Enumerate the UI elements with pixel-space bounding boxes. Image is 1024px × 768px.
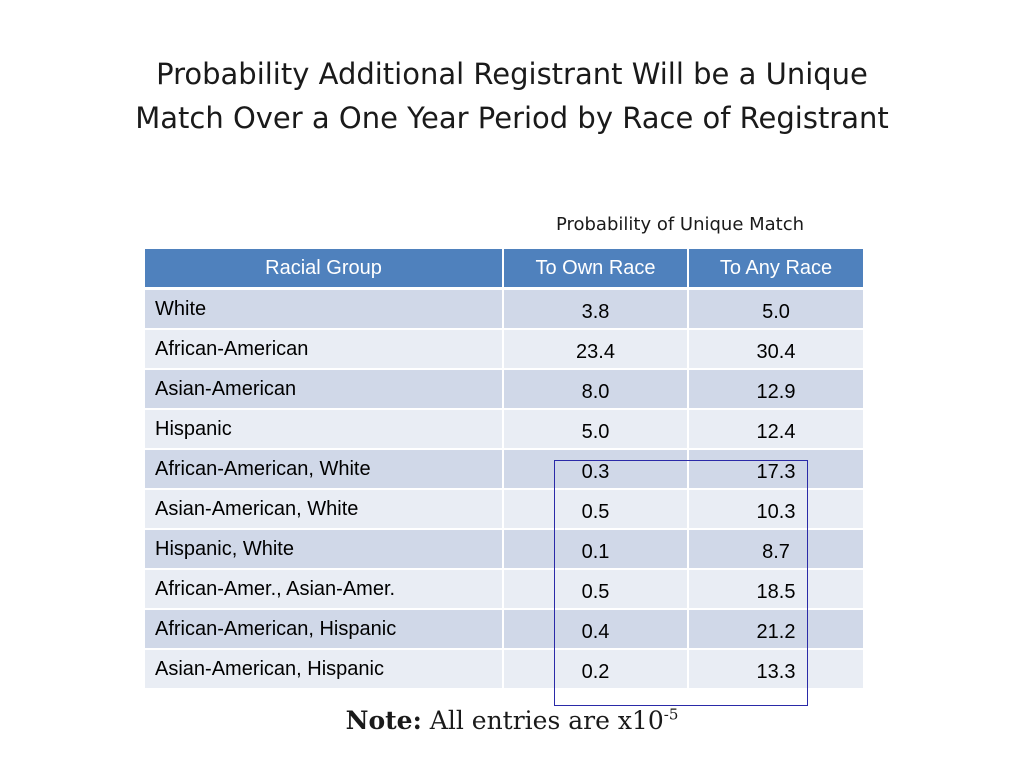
cell-to-any-race: 8.7 [688,528,863,570]
header-to-any-race: To Any Race [688,249,863,290]
table-row: African-American 23.4 30.4 [145,328,863,370]
cell-to-any-race: 17.3 [688,448,863,490]
table-row: Asian-American, Hispanic 0.2 13.3 [145,648,863,690]
probability-table: Racial Group To Own Race To Any Race Whi… [145,249,863,690]
header-to-own-race: To Own Race [503,249,689,290]
cell-racial-group: African-Amer., Asian-Amer. [145,568,504,610]
table-row: Hispanic, White 0.1 8.7 [145,528,863,570]
cell-to-own-race: 8.0 [503,368,689,410]
cell-to-any-race: 12.4 [688,408,863,450]
cell-to-own-race: 5.0 [503,408,689,450]
table-subheading: Probability of Unique Match [555,214,805,235]
table-row: African-American, Hispanic 0.4 21.2 [145,608,863,650]
slide-title: Probability Additional Registrant Will b… [40,52,984,140]
cell-racial-group: Hispanic [145,408,504,450]
cell-to-own-race: 0.5 [503,568,689,610]
cell-to-any-race: 13.3 [688,648,863,690]
cell-racial-group: African-American, Hispanic [145,608,504,650]
table-row: White 3.8 5.0 [145,288,863,330]
cell-racial-group: Asian-American, Hispanic [145,648,504,690]
cell-racial-group: Asian-American, White [145,488,504,530]
cell-to-own-race: 0.1 [503,528,689,570]
cell-to-any-race: 21.2 [688,608,863,650]
note-label: Note: [345,706,422,735]
cell-racial-group: Asian-American [145,368,504,410]
cell-to-own-race: 0.5 [503,488,689,530]
table-row: Hispanic 5.0 12.4 [145,408,863,450]
cell-to-any-race: 10.3 [688,488,863,530]
cell-racial-group: African-American [145,328,504,370]
footnote: Note: All entries are x10-5 [300,706,724,735]
slide-title-line-1: Probability Additional Registrant Will b… [156,57,868,91]
table-row: African-Amer., Asian-Amer. 0.5 18.5 [145,568,863,610]
cell-racial-group: White [145,288,504,330]
cell-to-own-race: 0.3 [503,448,689,490]
note-exponent: -5 [663,705,679,724]
cell-to-any-race: 30.4 [688,328,863,370]
table-header-row: Racial Group To Own Race To Any Race [145,249,863,290]
cell-racial-group: African-American, White [145,448,504,490]
cell-to-any-race: 12.9 [688,368,863,410]
table-row: African-American, White 0.3 17.3 [145,448,863,490]
table-row: Asian-American, White 0.5 10.3 [145,488,863,530]
slide-title-line-2: Match Over a One Year Period by Race of … [135,101,889,135]
header-racial-group: Racial Group [145,249,504,290]
cell-to-own-race: 0.2 [503,648,689,690]
cell-to-any-race: 18.5 [688,568,863,610]
cell-to-own-race: 23.4 [503,328,689,370]
note-text: All entries are x10 [429,706,664,735]
cell-to-own-race: 3.8 [503,288,689,330]
table-row: Asian-American 8.0 12.9 [145,368,863,410]
cell-racial-group: Hispanic, White [145,528,504,570]
cell-to-any-race: 5.0 [688,288,863,330]
cell-to-own-race: 0.4 [503,608,689,650]
